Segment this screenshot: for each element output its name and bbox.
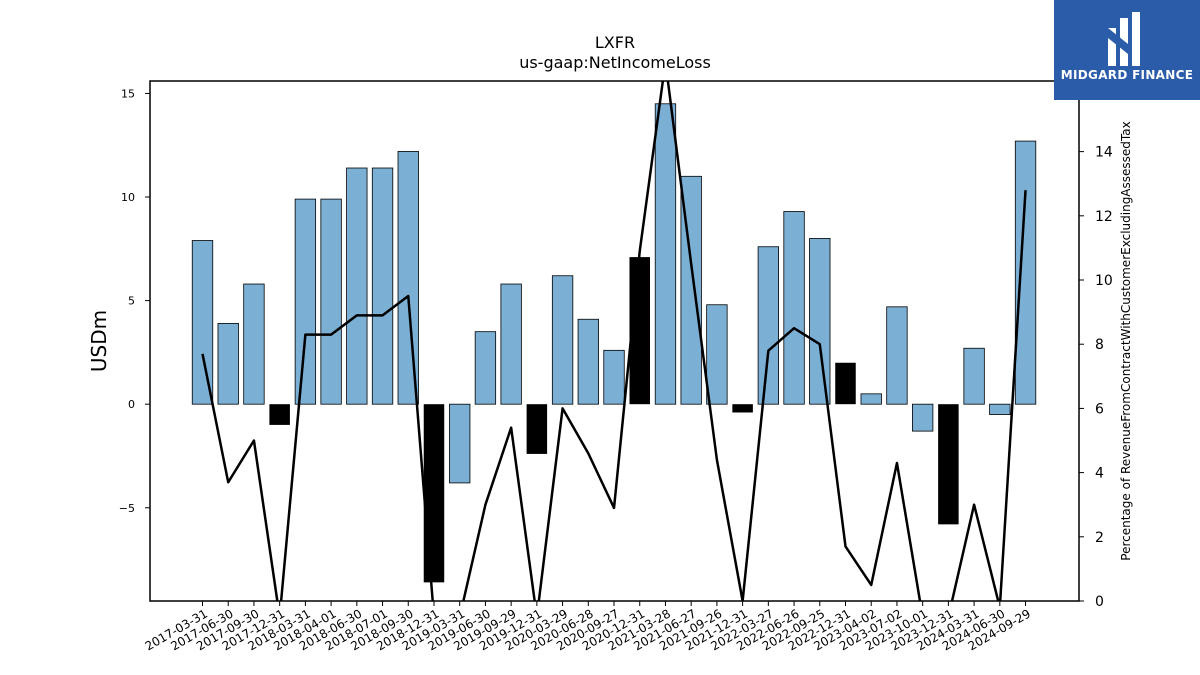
y2-tick-label: 12 [1095, 209, 1113, 225]
bar [809, 238, 831, 405]
bar [732, 404, 753, 413]
bar [243, 283, 265, 405]
bar [397, 151, 419, 405]
bar [577, 318, 599, 405]
y2-tick-label: 8 [1095, 337, 1104, 353]
y2-tick-label: 2 [1095, 530, 1104, 546]
bar [1014, 140, 1037, 405]
bar [783, 211, 805, 405]
chart-title: LXFR [595, 33, 635, 52]
chart-subtitle: us-gaap:NetIncomeLoss [519, 53, 711, 72]
bar [500, 283, 522, 405]
bar [371, 167, 394, 405]
y-axis-label: USDm [87, 310, 111, 372]
y2-axis-label: Percentage of RevenueFromContractWithCus… [1119, 121, 1133, 560]
bar [423, 404, 445, 583]
bar [269, 404, 290, 425]
y-tick-label: −5 [119, 502, 135, 515]
y-tick-label: 15 [121, 87, 135, 100]
bar [294, 198, 317, 405]
bar [320, 198, 342, 405]
bar [886, 306, 908, 405]
bar [217, 322, 239, 405]
bar [706, 304, 728, 405]
bar [654, 103, 677, 405]
plot-frame [149, 80, 1080, 602]
y2-tick-label: 6 [1095, 401, 1104, 417]
y-tick-label: 0 [128, 398, 135, 411]
y-tick-label: 10 [121, 191, 135, 204]
bar [474, 331, 497, 405]
bar [191, 240, 214, 405]
bar [835, 362, 856, 405]
y2-tick-label: 10 [1095, 273, 1113, 289]
plot-area: −505101502468101214162017-03-312017-06-3… [119, 80, 1113, 653]
bar [346, 167, 368, 405]
y-tick-label: 5 [128, 295, 135, 308]
bar [989, 403, 1011, 415]
y2-tick-label: 4 [1095, 466, 1104, 482]
series-line [201, 81, 1027, 601]
y2-tick-label: 0 [1095, 594, 1104, 610]
bar [449, 403, 471, 484]
bar [603, 349, 625, 405]
logo-text: MIDGARD FINANCE [1060, 68, 1194, 82]
bar [963, 347, 985, 405]
midgard-finance-logo: MIDGARD FINANCE [1054, 0, 1200, 100]
bar [551, 275, 574, 405]
bar [938, 404, 959, 525]
bar [526, 404, 548, 454]
bar [757, 246, 779, 405]
y2-tick-label: 14 [1095, 145, 1113, 161]
bar [912, 403, 934, 432]
logo-mark-icon [1108, 12, 1140, 66]
bar [860, 393, 882, 405]
